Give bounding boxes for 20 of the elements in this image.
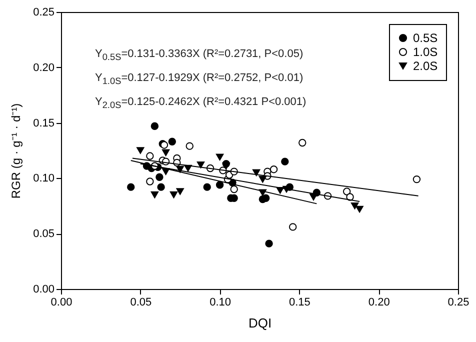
x-tick-label: 0.05 bbox=[130, 296, 152, 308]
x-tick-label: 0.00 bbox=[50, 296, 72, 308]
annotation: Y$_{0.5S}$=0.131-0.3363X (R²=0.2731, P<0.05) bbox=[95, 47, 304, 64]
x-tick-label: 0.10 bbox=[210, 296, 232, 308]
x-tick-label: 0.25 bbox=[448, 296, 470, 308]
legend-label: 1.0S bbox=[413, 45, 438, 59]
x-tick-label: 0.20 bbox=[368, 296, 390, 308]
y-tick-label: 0.20 bbox=[33, 62, 54, 74]
y-tick-label: 0.05 bbox=[33, 228, 54, 240]
y-tick-label: 0.15 bbox=[33, 117, 54, 130]
annotation: Y$_{2.0S}$=0.125-0.2462X (R²=0.4321 P<0.001) bbox=[95, 95, 306, 113]
y-tick-label: 0.25 bbox=[33, 6, 54, 18]
y-axis-title: RGR (g · g⁻¹ · d⁻¹) bbox=[9, 103, 24, 199]
annotation: Y$_{1.0S}$=0.127-0.1929X (R²=0.2752, P<0.01) bbox=[95, 71, 304, 88]
y-tick-label: 0.00 bbox=[33, 284, 54, 296]
legend-label: 0.5S bbox=[413, 31, 438, 45]
legend-label: 2.0S bbox=[413, 59, 438, 73]
x-tick-label: 0.15 bbox=[288, 296, 310, 308]
y-tick-label: 0.10 bbox=[33, 172, 54, 185]
x-axis-title: DQI bbox=[248, 316, 272, 330]
